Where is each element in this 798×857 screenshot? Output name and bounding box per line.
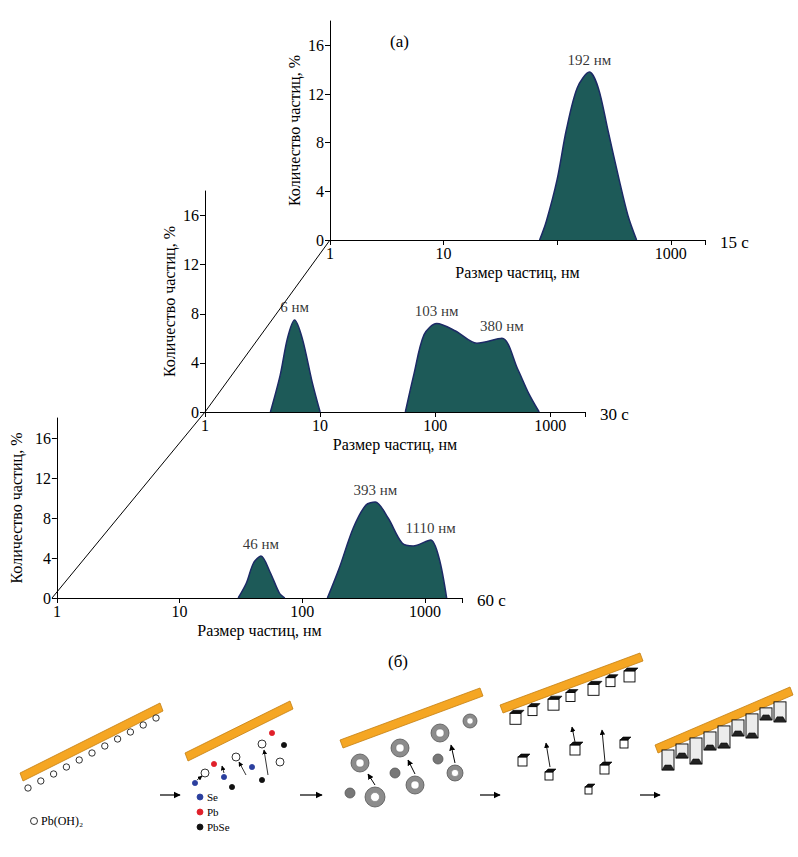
svg-text:1000: 1000 [534,417,566,434]
svg-text:393 нм: 393 нм [353,482,397,498]
svg-text:103 нм: 103 нм [415,303,459,319]
svg-text:16: 16 [35,430,51,447]
svg-text:Количество частиц, %: Количество частиц, % [286,55,304,206]
svg-text:1: 1 [201,417,209,434]
svg-text:Размер частиц, нм: Размер частиц, нм [333,436,457,454]
svg-text:Pb: Pb [207,806,219,818]
svg-text:0: 0 [191,404,199,421]
svg-text:Pb(OH)₂: Pb(OH)₂ [41,814,83,828]
svg-text:1: 1 [53,603,61,620]
svg-text:Размер частиц, нм: Размер частиц, нм [197,622,321,640]
svg-text:1000: 1000 [655,245,687,262]
svg-text:100: 100 [423,417,447,434]
svg-text:Se: Se [207,791,218,803]
svg-text:1000: 1000 [409,603,441,620]
svg-text:60 с: 60 с [477,591,506,610]
svg-text:(а): (а) [390,32,409,51]
svg-text:Количество частиц, %: Количество частиц, % [161,226,179,377]
svg-text:4: 4 [316,183,324,200]
svg-text:192 нм: 192 нм [567,52,611,68]
svg-text:1: 1 [326,245,334,262]
svg-text:8: 8 [191,305,199,322]
svg-text:6 нм: 6 нм [280,299,309,315]
svg-text:8: 8 [316,134,324,151]
svg-text:4: 4 [191,354,199,371]
svg-text:1110 нм: 1110 нм [406,520,457,536]
svg-text:PbSe: PbSe [207,821,230,833]
svg-text:10: 10 [172,603,188,620]
svg-text:0: 0 [316,232,324,249]
svg-text:4: 4 [43,550,51,567]
svg-text:16: 16 [308,37,324,54]
svg-text:Размер частиц, нм: Размер частиц, нм [455,264,579,282]
svg-text:12: 12 [308,86,324,103]
svg-text:0: 0 [43,590,51,607]
svg-text:12: 12 [35,470,51,487]
svg-text:(б): (б) [388,652,408,671]
svg-text:10: 10 [436,245,452,262]
svg-text:15 с: 15 с [720,233,749,252]
svg-text:12: 12 [183,256,199,273]
svg-text:30 с: 30 с [600,405,629,424]
svg-text:16: 16 [183,207,199,224]
svg-text:Количество частиц, %: Количество частиц, % [8,433,26,584]
svg-text:10: 10 [312,417,328,434]
svg-text:8: 8 [43,510,51,527]
svg-text:100: 100 [290,603,314,620]
svg-text:380 нм: 380 нм [480,318,524,334]
svg-text:46 нм: 46 нм [243,536,280,552]
